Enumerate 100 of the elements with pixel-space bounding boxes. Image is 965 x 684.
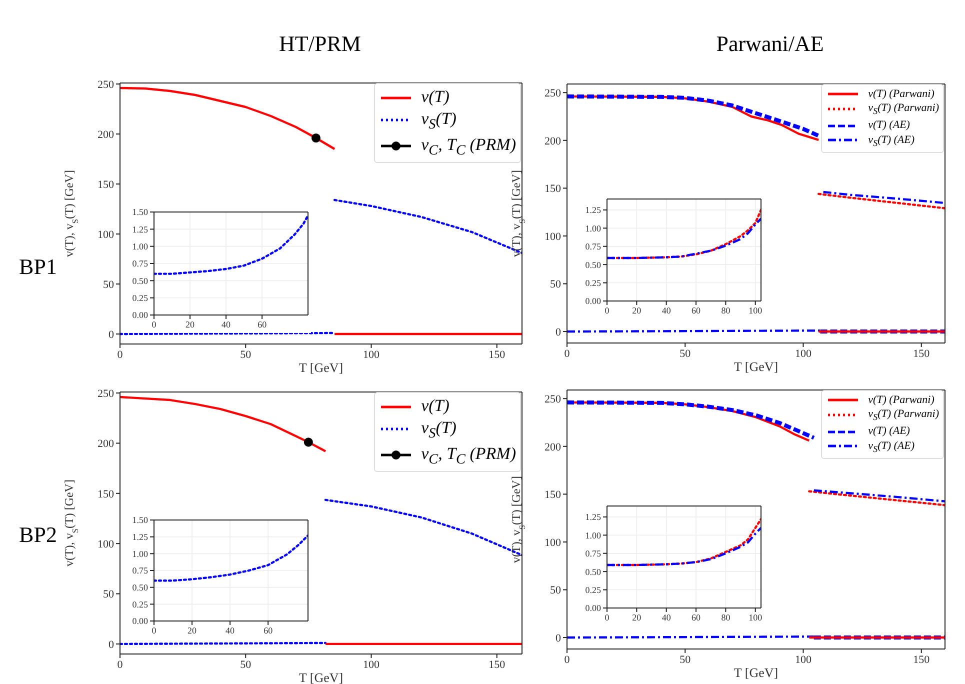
y-tick-label: 250: [544, 394, 562, 406]
x-tick-label: 0: [117, 658, 124, 671]
y-tick-label: 150: [98, 178, 114, 191]
legend-label: v$_{S}$(T) (AE): [868, 134, 915, 148]
y-tick-label: 200: [544, 441, 562, 454]
legend-label: v$_{S}$(T) (Parwani): [868, 102, 939, 116]
x-tick-label: 60: [258, 319, 268, 330]
y-tick-label: 0.00: [585, 603, 602, 614]
y-tick-label: 1.25: [585, 512, 602, 522]
y-tick-label: 0.00: [132, 616, 148, 626]
legend-label: v(T): [421, 396, 450, 415]
x-tick-label: 0: [117, 348, 124, 361]
y-tick-label: 1.00: [132, 242, 148, 252]
y-tick-label: 1.50: [132, 207, 148, 218]
y-tick-label: 250: [98, 388, 114, 400]
y-tick-label: 100: [98, 538, 114, 550]
legend-label: v$_{S}$(T) (Parwani): [868, 408, 939, 422]
y-tick-label: 0.75: [132, 566, 148, 576]
x-tick-label: 100: [795, 654, 812, 666]
y-tick-label: 0.50: [585, 566, 602, 577]
y-tick-label: 1.00: [585, 530, 602, 540]
y-tick-label: 0.75: [132, 258, 148, 269]
legend-label: v$_{S}$(T) (AE): [868, 440, 915, 454]
chart-title: Parwani/AE: [716, 31, 824, 56]
y-tick-label: 1.00: [132, 548, 148, 559]
x-tick-label: 50: [240, 348, 252, 361]
x-tick-label: 0: [604, 612, 610, 622]
legend-label: v(T) (Parwani): [868, 394, 934, 406]
x-tick-label: 40: [226, 625, 236, 636]
x-tick-label: 60: [264, 625, 274, 636]
x-axis-title: T [GeV]: [734, 359, 778, 374]
y-tick-label: 0: [108, 638, 114, 651]
y-tick-label: 1.25: [132, 224, 148, 234]
y-tick-label: 200: [98, 438, 114, 450]
chart-title: HT/PRM: [279, 31, 361, 56]
x-axis-title: T [GeV]: [298, 670, 344, 684]
legend-label: v$_{S}$(T): [421, 109, 456, 132]
legend-label: v(T) (Parwani): [868, 88, 934, 100]
x-tick-label: 80: [721, 305, 731, 316]
y-tick-label: 150: [544, 489, 562, 502]
y-tick-label: 100: [544, 230, 562, 243]
x-tick-label: 40: [222, 319, 232, 330]
y-tick-label: 50: [550, 278, 562, 291]
y-tick-label: 200: [544, 135, 562, 148]
x-tick-label: 40: [662, 612, 672, 622]
text: BP2: [19, 522, 57, 547]
x-tick-label: 0: [604, 305, 610, 316]
legend-label: v(T) (AE): [868, 425, 910, 438]
y-tick-label: 250: [98, 78, 114, 91]
x-tick-label: 40: [662, 305, 672, 316]
y-tick-label: 150: [98, 488, 114, 500]
y-tick-label: 0.50: [585, 260, 602, 270]
y-tick-label: 1.25: [132, 532, 148, 542]
x-tick-label: 20: [632, 305, 642, 316]
y-tick-label: 0.50: [132, 276, 148, 286]
x-tick-label: 50: [240, 658, 252, 671]
x-tick-label: 0: [564, 654, 570, 666]
x-tick-label: 50: [680, 348, 692, 360]
y-tick-label: 1.50: [132, 515, 148, 526]
y-tick-label: 50: [103, 278, 114, 291]
y-tick-label: 150: [544, 183, 562, 196]
y-tick-label: 0.75: [585, 548, 602, 559]
x-axis-title: T [GeV]: [734, 665, 778, 680]
legend-label: v(T): [421, 87, 450, 106]
x-tick-label: 150: [913, 654, 930, 666]
x-tick-label: 0: [564, 348, 570, 360]
y-tick-label: 200: [98, 128, 114, 141]
legend-label: v$_{S}$(T): [421, 418, 456, 442]
y-tick-label: 0.75: [585, 242, 602, 252]
x-tick-label: 150: [488, 658, 506, 671]
x-tick-label: 20: [188, 625, 198, 636]
x-tick-label: 80: [721, 612, 731, 622]
y-tick-label: 0.25: [132, 599, 148, 610]
y-tick-label: 250: [544, 88, 562, 100]
y-tick-label: 0.00: [132, 310, 148, 320]
legend-label: v(T) (AE): [868, 119, 910, 132]
y-tick-label: 0.25: [132, 293, 148, 304]
y-tick-label: 0.25: [585, 278, 602, 288]
y-tick-label: 0.50: [132, 582, 148, 593]
text: BP1: [19, 254, 57, 279]
x-tick-label: 100: [748, 612, 763, 622]
x-tick-label: 100: [748, 305, 763, 316]
x-tick-label: 150: [913, 348, 930, 360]
x-tick-label: 60: [692, 612, 702, 622]
x-tick-label: 0: [152, 319, 157, 330]
x-tick-label: 60: [692, 305, 702, 316]
x-tick-label: 150: [488, 348, 506, 361]
legend-label: v$_{C}$, T$_{C}$ (PRM): [421, 134, 516, 158]
y-tick-label: 50: [103, 588, 114, 601]
x-tick-label: 100: [363, 658, 380, 671]
x-tick-label: 20: [632, 612, 642, 622]
y-tick-label: 100: [544, 536, 562, 549]
y-tick-label: 0: [108, 328, 114, 341]
x-tick-label: 20: [186, 319, 196, 330]
y-tick-label: 1.00: [585, 223, 602, 234]
y-tick-label: 100: [98, 228, 114, 241]
y-tick-label: 0.25: [585, 584, 602, 595]
x-tick-label: 100: [795, 348, 812, 360]
x-tick-label: 100: [363, 348, 380, 361]
y-tick-label: 1.25: [585, 205, 602, 216]
